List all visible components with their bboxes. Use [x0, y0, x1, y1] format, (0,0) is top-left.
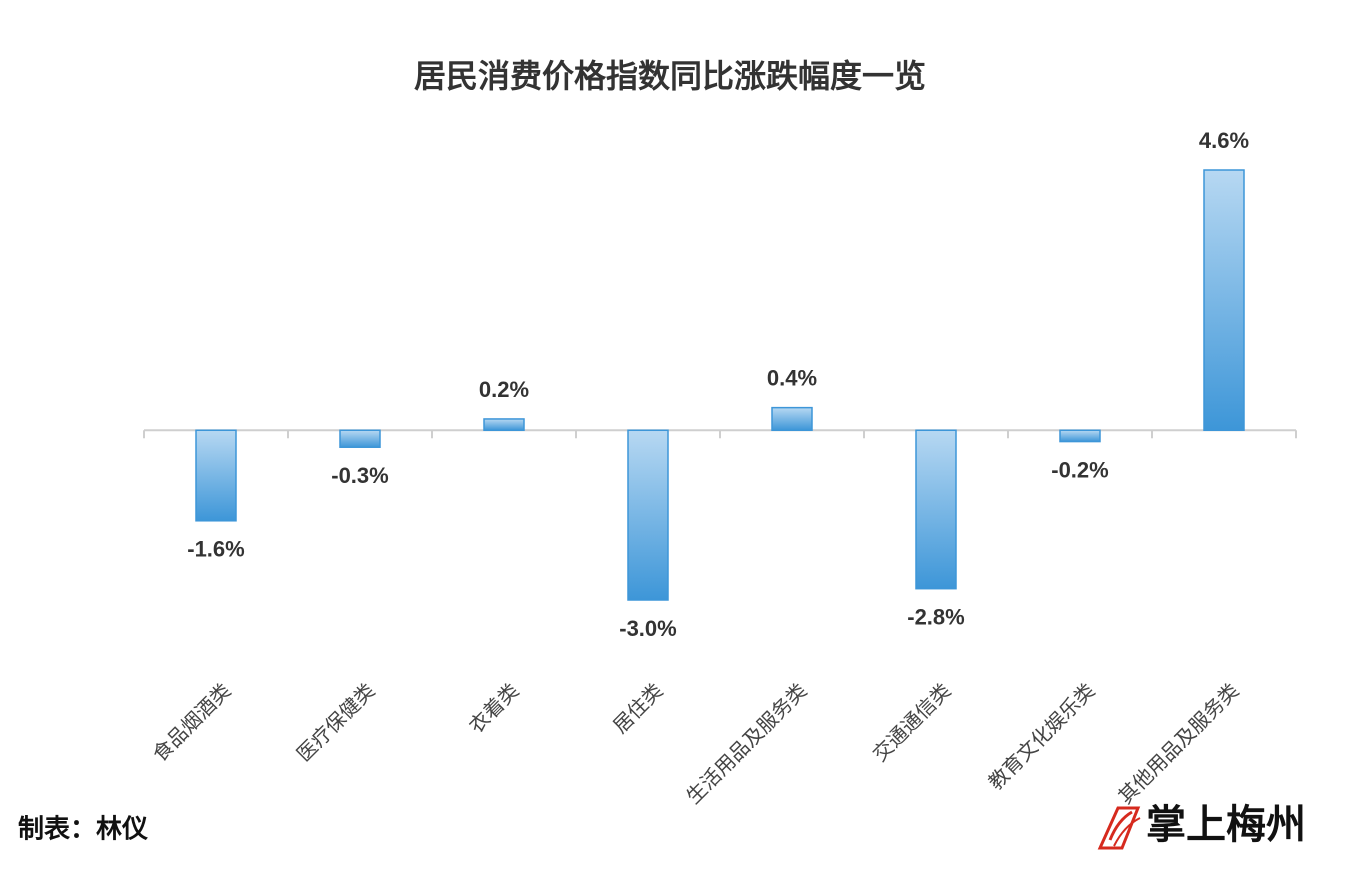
value-label: -3.0% — [619, 616, 676, 641]
bar — [339, 429, 381, 448]
value-label: 0.4% — [767, 365, 817, 390]
x-tick-label: 医疗保健类 — [292, 678, 380, 766]
x-tick-label: 食品烟酒类 — [148, 678, 236, 766]
bar — [915, 429, 957, 590]
value-label: 0.2% — [479, 377, 529, 402]
bar — [483, 418, 525, 432]
x-tick-label: 交通通信类 — [868, 678, 956, 766]
x-tick-label: 教育文化娱乐类 — [983, 678, 1099, 794]
logo-icon — [1097, 806, 1141, 850]
bar — [195, 429, 237, 522]
bar — [771, 406, 813, 432]
x-tick-label: 居住类 — [608, 678, 667, 737]
value-label: -0.2% — [1051, 457, 1108, 482]
value-label: -1.6% — [187, 537, 244, 562]
bar — [1059, 429, 1101, 443]
bar — [1203, 169, 1245, 432]
x-tick-label: 其他用品及服务类 — [1113, 678, 1243, 808]
value-label: 4.6% — [1199, 128, 1249, 153]
logo-text: 掌上梅州 — [1146, 801, 1306, 848]
chart-title: 居民消费价格指数同比涨跌幅度一览 — [414, 57, 926, 95]
x-tick-label: 衣着类 — [464, 678, 523, 737]
credit: 制表：林仪 — [18, 815, 149, 845]
x-tick-label: 生活用品及服务类 — [681, 678, 811, 808]
value-label: -0.3% — [331, 463, 388, 488]
bar — [627, 429, 669, 601]
value-label: -2.8% — [907, 604, 964, 629]
